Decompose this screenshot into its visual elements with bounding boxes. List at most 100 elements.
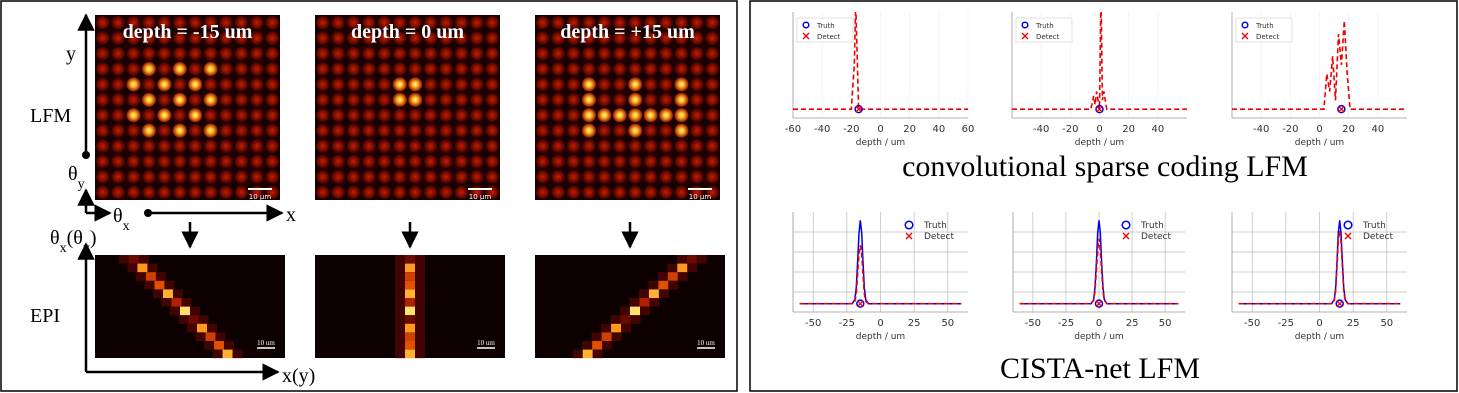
microlens bbox=[689, 15, 704, 30]
legend-marker bbox=[1241, 32, 1249, 40]
x-tick-label: 0 bbox=[1316, 318, 1322, 329]
microlens bbox=[141, 77, 157, 92]
microlens bbox=[566, 61, 581, 77]
microlens bbox=[111, 77, 126, 92]
x-tick-label: 0 bbox=[1096, 124, 1102, 135]
microlens bbox=[535, 15, 550, 30]
plot: -40 -20 0 20 40 depth / um Truth Detect bbox=[1231, 12, 1407, 148]
microlens bbox=[551, 31, 566, 46]
microlens bbox=[551, 46, 566, 61]
epi-pixel bbox=[118, 255, 129, 264]
epi-pixel bbox=[415, 289, 425, 298]
microlens bbox=[346, 108, 361, 123]
microlens bbox=[485, 15, 500, 30]
microlens bbox=[377, 31, 392, 46]
microlens bbox=[172, 123, 187, 138]
epi-pixel bbox=[395, 349, 405, 359]
microlens bbox=[674, 108, 689, 123]
legend-marker bbox=[905, 232, 913, 240]
microlens bbox=[643, 108, 658, 123]
microlens bbox=[203, 46, 218, 61]
microlens bbox=[658, 154, 674, 169]
microlens bbox=[126, 108, 141, 123]
x-tick-label: 25 bbox=[908, 318, 921, 329]
microlens bbox=[643, 31, 658, 46]
microlens bbox=[377, 46, 392, 61]
microlens bbox=[141, 185, 157, 200]
microlens bbox=[705, 138, 720, 154]
epi-pixel bbox=[658, 280, 669, 290]
microlens bbox=[658, 138, 674, 154]
microlens bbox=[361, 185, 377, 200]
microlens bbox=[438, 46, 454, 61]
microlens bbox=[535, 108, 550, 123]
microlens bbox=[485, 31, 500, 46]
epi-pixel bbox=[395, 280, 405, 290]
microlens bbox=[95, 46, 110, 61]
x-tick-label: -25 bbox=[839, 318, 855, 329]
epi-pixel bbox=[198, 315, 209, 324]
text-part: ) bbox=[90, 227, 97, 249]
depth-title: depth = -15 um bbox=[123, 21, 253, 43]
microlens bbox=[705, 108, 720, 123]
microlens bbox=[157, 138, 172, 154]
epi-pixel bbox=[395, 263, 405, 273]
epi-pixel bbox=[658, 289, 669, 298]
axis-label: x bbox=[286, 204, 296, 226]
microlens bbox=[469, 15, 484, 30]
microlens bbox=[643, 123, 658, 138]
microlens bbox=[454, 15, 469, 30]
microlens bbox=[423, 46, 438, 61]
microlens bbox=[126, 138, 141, 154]
microlens bbox=[315, 138, 330, 154]
x-axis-label: depth / um bbox=[1295, 332, 1344, 342]
microlens bbox=[361, 92, 377, 107]
scale-bar-label: 10 um bbox=[697, 339, 715, 347]
microlens bbox=[361, 15, 377, 30]
epi-pixel bbox=[686, 255, 697, 264]
microlens bbox=[249, 61, 264, 77]
epi-pixel bbox=[602, 341, 613, 350]
microlens bbox=[705, 123, 720, 138]
epi-pixel bbox=[204, 341, 215, 350]
microlens bbox=[454, 92, 469, 107]
epi-pixel bbox=[395, 255, 405, 264]
microlens bbox=[249, 169, 264, 184]
microlens bbox=[628, 77, 643, 92]
microlens bbox=[95, 154, 110, 169]
microlens bbox=[581, 169, 597, 184]
left-panel: depth = -15 um 10 μm 10 um depth = 0 um 10 μ… bbox=[30, 13, 725, 387]
microlens bbox=[141, 46, 157, 61]
microlens bbox=[658, 123, 674, 138]
microlens bbox=[377, 154, 392, 169]
microlens bbox=[346, 46, 361, 61]
microlens bbox=[234, 154, 249, 169]
epi-pixel bbox=[415, 263, 425, 273]
microlens bbox=[157, 185, 172, 200]
epi-pixel bbox=[648, 289, 659, 298]
epi-pixel bbox=[127, 263, 138, 273]
microlens bbox=[581, 92, 597, 107]
epi-pixel bbox=[405, 315, 415, 324]
microlens bbox=[331, 77, 346, 92]
microlens bbox=[234, 31, 249, 46]
x-tick-label: -25 bbox=[1278, 318, 1294, 329]
microlens bbox=[535, 31, 550, 46]
x-tick-label: 0 bbox=[1096, 318, 1102, 329]
microlens bbox=[111, 31, 126, 46]
depth-title: depth = +15 um bbox=[560, 21, 695, 43]
microlens bbox=[581, 123, 597, 138]
microlens bbox=[361, 123, 377, 138]
x-tick-label: 20 bbox=[1122, 124, 1135, 135]
microlens bbox=[265, 123, 280, 138]
epi-pixel bbox=[232, 349, 243, 359]
legend-label: Truth bbox=[1255, 22, 1274, 30]
microlens bbox=[438, 138, 454, 154]
microlens bbox=[203, 77, 218, 92]
epi-pixel bbox=[620, 315, 631, 324]
epi-pixel bbox=[395, 289, 405, 298]
epi-pixel bbox=[415, 306, 425, 316]
microlens bbox=[469, 138, 484, 154]
microlens bbox=[126, 46, 141, 61]
microlens bbox=[438, 61, 454, 77]
